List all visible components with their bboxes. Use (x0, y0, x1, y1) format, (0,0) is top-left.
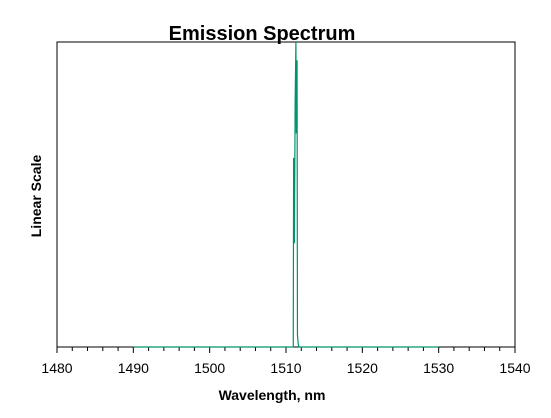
x-tick-label: 1520 (347, 360, 378, 376)
x-tick-label: 1540 (499, 360, 530, 376)
x-tick-label: 1490 (118, 360, 149, 376)
chart-title: Emission Spectrum (169, 23, 356, 45)
y-axis-label: Linear Scale (28, 155, 44, 238)
series-line (133, 41, 439, 348)
x-axis-ticks (56, 347, 516, 353)
x-axis-label: Wavelength, nm (219, 387, 326, 403)
x-tick-label: 1530 (423, 360, 454, 376)
x-tick-label: 1500 (194, 360, 225, 376)
x-axis-tick-labels: 1480 1490 1500 1510 1520 1530 1540 (41, 360, 530, 376)
x-tick-label: 1510 (270, 360, 301, 376)
x-tick-label: 1480 (41, 360, 72, 376)
plot-frame (56, 41, 516, 348)
